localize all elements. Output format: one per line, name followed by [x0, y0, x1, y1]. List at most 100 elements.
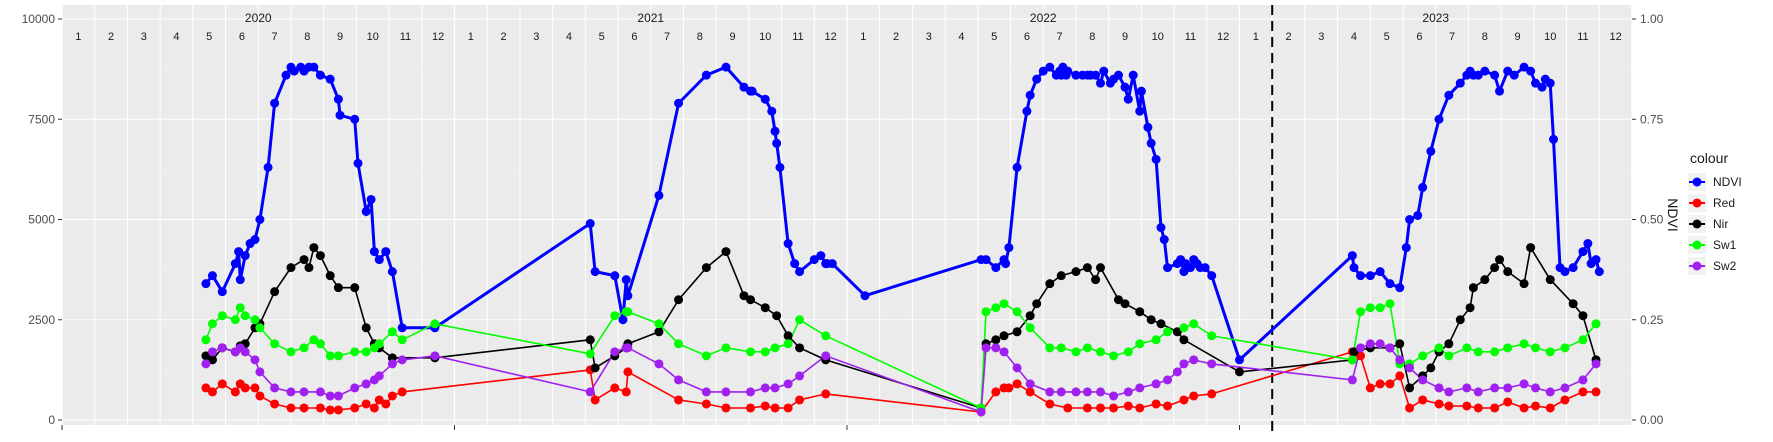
data-point-sw2 — [1490, 383, 1500, 393]
series-line-nir — [205, 245, 1597, 410]
data-point-ndvi — [1591, 255, 1601, 265]
data-point-ndvi — [1495, 86, 1505, 96]
data-point-ndvi — [1151, 154, 1161, 164]
data-point-nir — [207, 355, 217, 365]
data-point-ndvi — [1207, 271, 1217, 281]
data-point-sw1 — [623, 307, 633, 317]
data-point-nir — [1568, 299, 1578, 309]
series-points — [201, 62, 1604, 417]
month-label: 10 — [1152, 31, 1164, 43]
data-point-sw2 — [585, 387, 595, 397]
data-point-nir — [654, 327, 664, 337]
data-point-nir — [1056, 271, 1066, 281]
month-label: 7 — [664, 31, 670, 43]
data-point-sw2 — [1560, 383, 1570, 393]
data-point-sw1 — [1503, 343, 1513, 353]
data-point-red — [1503, 397, 1513, 407]
data-point-sw1 — [795, 315, 805, 325]
data-point-red — [1434, 399, 1444, 409]
data-point-red — [760, 401, 770, 411]
month-label: 5 — [991, 31, 997, 43]
data-point-sw1 — [1545, 347, 1555, 357]
data-point-sw2 — [1179, 359, 1189, 369]
data-point-ndvi — [1163, 263, 1173, 273]
data-point-red — [1025, 387, 1035, 397]
data-point-nir — [1071, 267, 1081, 277]
data-point-sw2 — [1095, 387, 1105, 397]
data-point-red — [1151, 399, 1161, 409]
data-point-ndvi — [1401, 243, 1411, 253]
data-point-sw2 — [674, 375, 684, 385]
data-point-red — [795, 395, 805, 405]
data-point-ndvi — [1146, 138, 1156, 148]
data-point-ndvi — [795, 267, 805, 277]
data-point-sw1 — [1025, 323, 1035, 333]
data-point-ndvi — [621, 275, 631, 285]
data-point-ndvi — [350, 114, 360, 124]
month-label: 4 — [173, 31, 179, 43]
data-point-sw1 — [1591, 319, 1601, 329]
data-point-red — [374, 395, 384, 405]
data-point-sw2 — [1045, 387, 1055, 397]
data-point-sw1 — [1045, 343, 1055, 353]
data-point-ndvi — [775, 162, 785, 172]
data-point-ndvi — [1480, 66, 1490, 76]
data-point-red — [1473, 403, 1483, 413]
data-point-ndvi — [1560, 267, 1570, 277]
data-point-sw1 — [1179, 323, 1189, 333]
year-label: 2023 — [1422, 11, 1449, 25]
legend-label-sw1: Sw1 — [1713, 238, 1737, 252]
data-point-ndvi — [1095, 78, 1105, 88]
legend-label-sw2: Sw2 — [1713, 259, 1737, 273]
data-point-nir — [1444, 339, 1454, 349]
data-point-ndvi — [701, 70, 711, 80]
data-point-sw2 — [821, 351, 831, 361]
data-point-ndvi — [1120, 82, 1130, 92]
data-point-ndvi — [623, 291, 633, 301]
data-point-sw1 — [770, 343, 780, 353]
data-point-red — [1405, 403, 1415, 413]
data-point-sw1 — [207, 319, 217, 329]
data-point-sw2 — [315, 387, 325, 397]
data-point-ndvi — [397, 323, 407, 333]
data-point-nir — [1395, 339, 1405, 349]
data-point-red — [1560, 395, 1570, 405]
data-point-red — [701, 399, 711, 409]
year-label: 2020 — [245, 11, 272, 25]
data-point-ndvi — [1405, 215, 1415, 224]
data-point-nir — [1045, 279, 1055, 289]
data-point-sw2 — [1056, 387, 1066, 397]
month-label: 9 — [729, 31, 735, 43]
month-label: 9 — [1514, 31, 1520, 43]
data-point-nir — [760, 303, 770, 313]
data-point-sw1 — [1444, 351, 1454, 361]
data-point-sw1 — [1385, 299, 1395, 309]
data-point-sw2 — [999, 347, 1009, 357]
month-label: 8 — [304, 31, 310, 43]
data-point-red — [270, 399, 280, 409]
right-axis-tick-label: 0.50 — [1640, 213, 1664, 227]
data-point-red — [1545, 403, 1555, 413]
data-point-ndvi — [387, 267, 397, 277]
data-point-nir — [1120, 299, 1130, 309]
data-point-sw1 — [610, 311, 620, 321]
data-point-red — [1207, 389, 1217, 399]
data-point-ndvi — [333, 94, 343, 104]
data-point-ndvi — [1519, 62, 1529, 72]
data-point-sw2 — [1172, 367, 1182, 377]
data-point-sw2 — [1519, 379, 1529, 389]
left-axis-tick-label: 5000 — [28, 213, 55, 227]
data-point-red — [770, 403, 780, 413]
month-label: 12 — [432, 31, 444, 43]
data-point-red — [721, 403, 731, 413]
data-point-nir — [674, 295, 684, 305]
data-point-sw1 — [286, 347, 296, 357]
data-point-ndvi — [255, 215, 265, 224]
data-point-sw2 — [1012, 363, 1022, 373]
data-point-ndvi — [991, 263, 1001, 273]
data-point-ndvi — [1113, 70, 1123, 80]
data-point-sw1 — [1531, 343, 1541, 353]
data-point-nir — [1349, 347, 1359, 357]
data-point-red — [610, 383, 620, 393]
data-point-sw2 — [1473, 387, 1483, 397]
